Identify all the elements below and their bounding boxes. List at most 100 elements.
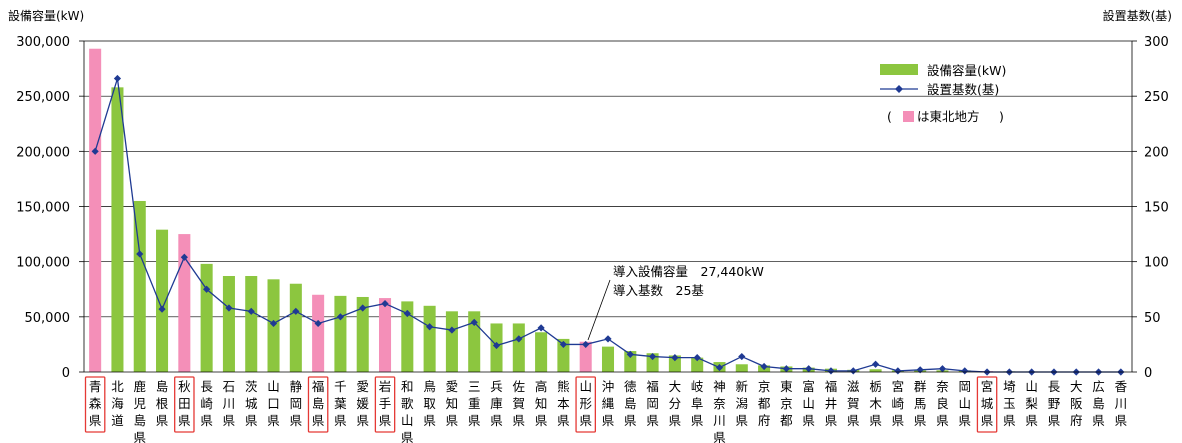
category-labels: 青森県北海道鹿児島県島根県秋田県長崎県石川県茨城県山口県静岡県福島県千葉県愛媛県… xyxy=(84,376,1128,443)
y-left-tick-label: 250,000 xyxy=(16,90,70,105)
line-marker xyxy=(203,285,211,293)
category-label-char: 媛 xyxy=(356,396,369,411)
category-label-char: 知 xyxy=(535,396,548,411)
category-label-char: 県 xyxy=(423,413,436,428)
category-label-char: 沖 xyxy=(602,379,615,394)
category-label-char: 川 xyxy=(223,396,236,411)
tohoku-label-box xyxy=(84,376,106,433)
category-label-char: 本 xyxy=(557,396,570,411)
category-label-char: 田 xyxy=(178,396,191,411)
y-right-tick-label: 250 xyxy=(1144,90,1169,105)
category-label-char: 県 xyxy=(223,413,236,428)
category-label-char: 都 xyxy=(780,413,793,428)
category-label-char: 玉 xyxy=(1003,396,1016,411)
category-label-char: 熊 xyxy=(557,379,570,394)
bar xyxy=(289,283,302,372)
bar xyxy=(512,323,525,372)
line-marker xyxy=(426,323,434,331)
category-label-char: 青 xyxy=(89,379,102,394)
line-marker xyxy=(470,318,478,326)
y-right-tick-label: 300 xyxy=(1144,35,1169,50)
category-label-char: 宮 xyxy=(981,379,994,394)
category-label-char: 山 xyxy=(267,379,280,394)
category-label-char: 県 xyxy=(579,413,592,428)
category-label-char: 富 xyxy=(802,379,815,394)
bar xyxy=(200,263,213,372)
category-label-char: 県 xyxy=(513,413,526,428)
line-marker xyxy=(448,326,456,334)
category-label-char: 岐 xyxy=(691,379,704,394)
category-label-char: 山 xyxy=(959,396,972,411)
category-label-char: 県 xyxy=(401,430,414,443)
category-label-char: 県 xyxy=(736,413,749,428)
legend-tohoku-close: ) xyxy=(999,109,1004,124)
category-label-char: 道 xyxy=(111,413,124,428)
bar xyxy=(356,296,369,372)
bar xyxy=(245,276,258,372)
category-label-char: 千 xyxy=(334,379,347,394)
line-marker xyxy=(715,363,724,372)
category-label-char: 阪 xyxy=(1070,396,1083,411)
category-label-char: 海 xyxy=(111,396,124,411)
bar xyxy=(579,341,592,372)
legend-tohoku-label: は東北地方 xyxy=(917,109,980,124)
line-marker xyxy=(871,360,880,368)
category-label-char: 県 xyxy=(245,413,258,428)
category-label-char: 県 xyxy=(691,413,704,428)
category-label-char: 秋 xyxy=(178,379,191,394)
line-marker xyxy=(827,367,835,375)
category-label-char: 県 xyxy=(356,413,369,428)
category-label-char: 府 xyxy=(1070,413,1083,428)
bar xyxy=(111,87,124,372)
category-label-char: 馬 xyxy=(914,396,927,411)
bar xyxy=(624,351,637,372)
legend-bar-swatch xyxy=(880,64,918,75)
category-label-char: 県 xyxy=(312,413,325,428)
legend-tohoku-open: ( xyxy=(887,109,892,124)
category-label-char: 県 xyxy=(1115,413,1128,428)
annotation: 導入設備容量 27,440kW 導入基数 25基 xyxy=(587,264,764,341)
category-label-char: 栃 xyxy=(869,379,882,394)
bar xyxy=(178,234,191,372)
category-label-char: 県 xyxy=(825,413,838,428)
line-marker xyxy=(225,304,233,312)
category-label-char: 香 xyxy=(1115,379,1128,394)
category-label-char: 県 xyxy=(847,413,860,428)
category-label-char: 形 xyxy=(579,396,592,411)
line-marker xyxy=(381,299,389,308)
category-label-char: 賀 xyxy=(847,396,860,411)
legend-tohoku-swatch xyxy=(903,111,914,122)
category-label-char: 山 xyxy=(579,379,592,394)
bar xyxy=(401,301,414,372)
line-marker xyxy=(158,305,166,313)
category-label-char: 木 xyxy=(869,396,882,411)
category-label-char: 野 xyxy=(1048,396,1061,411)
bar xyxy=(222,276,235,372)
category-label-char: 葉 xyxy=(334,396,347,411)
category-label-char: 取 xyxy=(423,396,436,411)
category-label-char: 根 xyxy=(156,396,169,411)
category-label-char: 梨 xyxy=(1025,396,1038,411)
category-label-char: 県 xyxy=(446,413,459,428)
category-label-char: 群 xyxy=(914,379,927,394)
category-label-char: 県 xyxy=(557,413,570,428)
category-label-char: 県 xyxy=(334,413,347,428)
line-marker xyxy=(492,341,501,350)
category-label-char: 島 xyxy=(624,396,637,411)
line-marker xyxy=(559,340,568,349)
category-label-char: 県 xyxy=(1025,413,1038,428)
category-label-char: 愛 xyxy=(446,379,459,394)
category-label-char: 福 xyxy=(825,379,838,394)
category-label-char: 奈 xyxy=(713,396,726,411)
line-marker xyxy=(805,365,813,373)
category-label-char: 良 xyxy=(936,396,949,411)
line-series xyxy=(91,74,1125,376)
legend-bar-label: 設備容量(kW) xyxy=(927,63,1006,78)
tohoku-label-box xyxy=(976,376,998,433)
category-label-char: 福 xyxy=(646,379,659,394)
tohoku-label-box xyxy=(307,376,329,433)
line-marker xyxy=(91,147,99,155)
line-marker xyxy=(515,335,523,343)
category-label-char: 三 xyxy=(468,379,481,394)
category-label-char: 森 xyxy=(89,396,102,411)
